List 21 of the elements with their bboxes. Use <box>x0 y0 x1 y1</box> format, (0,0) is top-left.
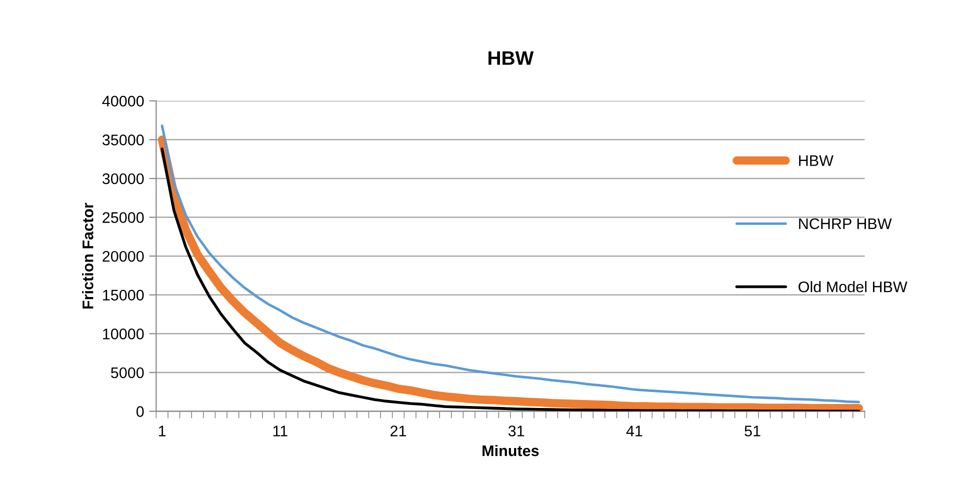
y-tick-label: 35000 <box>102 134 144 146</box>
y-tick-label: 5000 <box>110 367 144 378</box>
x-tick-label: 11 <box>273 426 288 436</box>
x-tick-label: 51 <box>744 426 760 436</box>
y-axis-title: Friction Factor <box>82 202 94 309</box>
y-tick-label: 20000 <box>102 250 144 262</box>
y-tick-label: 0 <box>136 406 144 417</box>
x-tick-label: 1 <box>158 426 166 436</box>
x-tick-label: 41 <box>626 426 642 436</box>
y-tick-label: 10000 <box>103 328 144 340</box>
legend-label: HBW <box>799 155 834 166</box>
legend-label: Old Model HBW <box>798 281 908 292</box>
x-tick-label: 21 <box>390 426 406 436</box>
y-tick-label: 25000 <box>102 212 144 223</box>
legend-label: NCHRP HBW <box>799 218 892 230</box>
x-axis-title: Minutes <box>482 444 539 456</box>
y-tick-label: 15000 <box>103 290 144 301</box>
y-tick-label: 40000 <box>102 96 144 107</box>
chart-title: HBW <box>488 51 534 65</box>
x-tick-label: 31 <box>508 426 524 436</box>
y-tick-label: 30000 <box>102 173 144 184</box>
